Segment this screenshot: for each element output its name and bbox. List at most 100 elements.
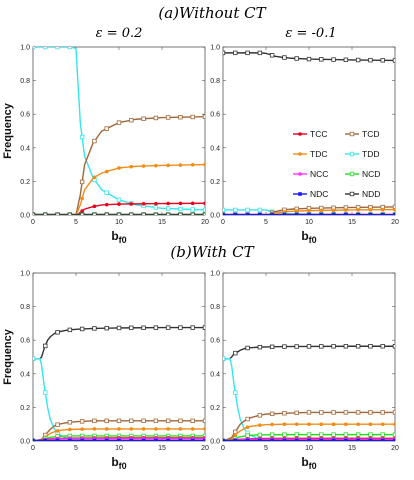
data-point-ndc [393, 212, 395, 215]
data-point-tcc [92, 204, 97, 209]
data-point-tcd [141, 116, 146, 121]
data-point-tdc [368, 208, 373, 212]
data-point-tcd [257, 413, 263, 418]
data-point-tdd [116, 197, 122, 203]
data-point-ndd [202, 212, 205, 215]
y-tick-label: 0.4 [20, 371, 30, 378]
data-point-tdc [68, 427, 72, 432]
data-point-tcd [282, 411, 287, 416]
data-point-ncd [245, 433, 250, 438]
data-point-ncd [269, 432, 275, 437]
data-point-ndd [141, 325, 146, 330]
data-point-ndd [129, 325, 134, 331]
data-point-tcc [190, 201, 195, 206]
y-tick-label: 0.6 [210, 112, 220, 119]
x-tick-label: 15 [158, 445, 166, 452]
data-point-tcd [343, 410, 349, 415]
legend-label-tcc: TCC [310, 129, 327, 139]
legend-marker-tcc [298, 132, 302, 136]
data-point-ndc [92, 438, 97, 441]
data-point-tcd [129, 418, 134, 424]
data-point-tcc [129, 202, 134, 206]
data-point-tdd [202, 207, 205, 213]
data-point-tcd [153, 115, 159, 121]
data-point-tcd [153, 418, 159, 424]
data-point-ndd [392, 344, 395, 349]
legend-label-tcd: TCD [362, 129, 379, 139]
data-point-ndc [245, 212, 250, 215]
data-point-tdd [190, 207, 195, 212]
x-tick-label: 5 [74, 219, 78, 226]
series-line-tdd [223, 357, 395, 441]
data-point-ndc [154, 438, 158, 441]
data-point-ndc [368, 438, 373, 441]
data-point-tcd [202, 418, 205, 424]
data-point-tdc [319, 422, 324, 427]
y-tick-label: 0.8 [210, 78, 220, 85]
data-point-tcd [67, 420, 73, 425]
data-point-tdc [307, 422, 311, 427]
x-tick-label: 5 [74, 445, 78, 452]
data-point-tdd [178, 206, 183, 212]
data-point-tdc [393, 422, 395, 426]
data-point-tdd [233, 207, 238, 213]
data-point-ndd [92, 212, 97, 215]
y-tick-label: 0.4 [210, 371, 220, 378]
x-axis-label: bf0 [111, 229, 126, 245]
panel-b-right: 0 5 10 15 20 0.0 0.2 0.4 0.6 0.8 1.0 bf0 [210, 271, 399, 472]
data-point-tdd [33, 47, 36, 50]
legend-marker-tdd [349, 151, 355, 157]
x-tick-label: 10 [115, 219, 123, 226]
data-point-tdc [141, 427, 146, 431]
data-point-tdd [67, 47, 73, 50]
series-group [223, 344, 395, 441]
data-point-tdc [245, 425, 250, 430]
data-point-tdd [79, 134, 85, 140]
legend-marker-ndc [298, 192, 302, 196]
data-point-tcc [178, 201, 183, 206]
data-point-tdd [223, 356, 226, 361]
data-point-ndc [356, 438, 360, 441]
data-point-tdc [117, 166, 121, 170]
data-point-ndc [393, 438, 395, 441]
x-tick-label: 20 [201, 219, 209, 226]
data-point-ncd [294, 432, 299, 437]
x-tick-label: 10 [305, 445, 313, 452]
data-point-ndd [33, 212, 36, 215]
legend-marker-ncc [298, 172, 302, 176]
x-axis-label: bf0 [301, 229, 316, 245]
series-group [223, 50, 395, 215]
data-point-ndc [307, 438, 311, 441]
y-tick-label: 0.0 [20, 213, 30, 220]
y-axis-label: Frequency [2, 328, 14, 385]
y-tick-label: 1.0 [210, 271, 220, 278]
data-point-ndd [129, 212, 134, 215]
data-point-ncd [392, 432, 395, 437]
data-point-tdc [178, 163, 183, 167]
data-point-tcd [178, 115, 183, 120]
data-point-tdd [43, 390, 48, 395]
data-point-tdc [380, 422, 385, 427]
data-point-tdd [104, 190, 109, 195]
data-point-tdc [356, 208, 360, 212]
data-point-tdc [104, 169, 109, 174]
y-tick-label: 0.8 [20, 78, 30, 85]
x-axis-label: bf0 [301, 455, 316, 471]
legend-label-tdc: TDC [310, 149, 327, 159]
data-point-tcd [79, 179, 85, 185]
data-point-ndd [67, 212, 73, 215]
y-tick-label: 0.0 [210, 213, 220, 220]
data-point-tcd [319, 410, 324, 415]
data-point-ndd [355, 344, 361, 349]
y-tick-label: 0.4 [210, 145, 220, 152]
data-point-tdc [380, 207, 385, 212]
data-point-ncd [319, 432, 324, 437]
data-point-ndd [43, 343, 48, 349]
data-point-tdc [282, 422, 287, 427]
data-point-ndd [233, 350, 238, 356]
data-point-tdc [55, 429, 60, 433]
data-point-ncd [331, 432, 336, 437]
data-point-tdc [368, 422, 373, 427]
data-point-ndc [356, 212, 360, 215]
data-point-tdc [92, 175, 97, 180]
